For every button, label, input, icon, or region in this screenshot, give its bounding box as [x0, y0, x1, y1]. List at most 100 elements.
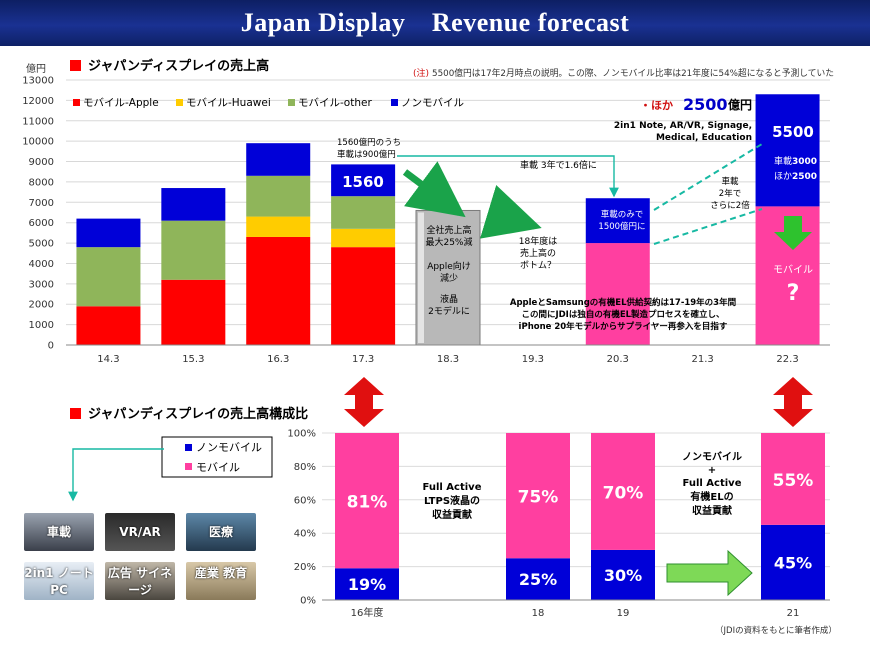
- oled-3: iPhone 20年モデルからサプライヤー再参入を目指す: [519, 321, 728, 332]
- top-bar-segment: [246, 216, 311, 237]
- note-text: 5500億円は17年2月時点の説明。この際、ノンモバイル比率は21年度に54%超…: [432, 67, 834, 79]
- legend-other: モバイル-other: [298, 97, 372, 109]
- top-bar-segment: [76, 306, 141, 345]
- top-x-tick-label: 20.3: [607, 354, 629, 365]
- tile-automotive: 車載: [24, 513, 94, 551]
- bottom-label-nonmobile: 30%: [604, 566, 642, 585]
- red-double-arrow-right: [773, 377, 813, 427]
- top-x-tick-label: 17.3: [352, 354, 374, 365]
- mobile-label: モバイル: [773, 264, 813, 276]
- top-y-tick-label: 11000: [22, 116, 54, 127]
- bottom-bar-nonmobile: [591, 549, 655, 600]
- right-text-5: 収益貢献: [692, 504, 732, 517]
- top-bar-segment: [585, 198, 650, 244]
- oled-note: AppleとSamsungの有機EL供給契約は17-19年の3年間 この間にJD…: [510, 297, 736, 332]
- top-y-ticks: 0 1000 2000 3000 4000 5000 6000 7000 8000 9000 100…: [22, 76, 54, 352]
- bottom-y-tick-label: 0%: [300, 596, 316, 607]
- tile-2in1-label: 2in1 ノートPC: [24, 566, 94, 597]
- auto-2x-1: 車載: [721, 176, 739, 187]
- auto-16-label: 車載 3年で1.6倍に: [520, 159, 597, 171]
- gray-bar-text: 全社売上高 最大25%減 Apple向け 減少 液晶 2モデルに: [425, 224, 472, 317]
- bottom-bar-nonmobile: [335, 568, 399, 600]
- auto-2x-2: 2年で: [719, 188, 741, 199]
- bottom-x-tick-label: 18: [532, 608, 545, 619]
- bottom-legend-mobile-swatch: [185, 463, 192, 470]
- gray-text-3: Apple向け: [427, 260, 471, 272]
- source-note: （JDIの資料をもとに筆者作成）: [715, 625, 837, 636]
- top-y-tick-label: 8000: [29, 177, 54, 188]
- legend-other-swatch: [288, 99, 295, 106]
- right-text-4: 有機ELの: [690, 490, 733, 503]
- mid-text-1: Full Active: [423, 482, 482, 493]
- hoka-list-1: 2in1 Note, AR/VR, Signage,: [614, 121, 752, 131]
- bottom-bars: 81% 19% 75% 25% 70% 30% 55% 45%: [335, 433, 825, 600]
- bottom-bar-nonmobile: [761, 524, 825, 600]
- teal-dash-2: [653, 208, 763, 245]
- auto-only-1: 車載のみで: [601, 209, 644, 220]
- title-banner: Japan Display Revenue forecast: [0, 0, 870, 46]
- gray-text-5: 液晶: [440, 293, 458, 305]
- top-bar-segment: [331, 228, 396, 248]
- category-tiles: 車載 VR/AR 医療 2in1 ノートPC 広告 サイネージ 産業 教育: [24, 513, 256, 603]
- question-mark: ?: [787, 281, 800, 306]
- bottom-label-mobile: 55%: [773, 471, 814, 491]
- tile-vrar-label: VR/AR: [119, 525, 161, 539]
- top-y-tick-label: 4000: [29, 259, 54, 270]
- legend-huawei-swatch: [176, 99, 183, 106]
- bottom-right-text: ノンモバイル + Full Active 有機ELの 収益貢献: [682, 451, 742, 517]
- auto-2x-3: さらに2倍: [710, 200, 750, 211]
- auto-only-2: 1500億円に: [598, 221, 645, 232]
- top-x-tick-label: 16.3: [267, 354, 289, 365]
- note-1560-line2: 車載は900億円: [337, 149, 396, 160]
- top-y-tick-label: 7000: [29, 198, 54, 209]
- bottom-label-nonmobile: 25%: [519, 570, 557, 589]
- tile-medical: 医療: [186, 513, 256, 551]
- tile-automotive-label: 車載: [46, 525, 71, 539]
- teal-arrow-1: [397, 155, 619, 198]
- right-text-1: ノンモバイル: [682, 451, 742, 463]
- bottom-bar-mobile: [591, 433, 655, 550]
- bottom-y-tick-label: 40%: [294, 529, 316, 540]
- top-bar-segment: [246, 236, 311, 345]
- legend-apple-swatch: [73, 99, 80, 106]
- top-x-tick-label: 14.3: [97, 354, 119, 365]
- bottom-y-tick-label: 80%: [294, 462, 316, 473]
- top-y-tick-label: 1000: [29, 320, 54, 331]
- bottom-x-tick-label: 16年度: [351, 606, 384, 619]
- note-mark: (注): [413, 67, 429, 79]
- top-y-tick-label: 2000: [29, 300, 54, 311]
- gray-text-4: 減少: [440, 272, 458, 284]
- gray-text-2: 最大25%減: [425, 236, 472, 248]
- mid-text-2: LTPS液晶の: [424, 494, 480, 507]
- oled-1: AppleとSamsungの有機EL供給契約は17-19年の3年間: [510, 297, 736, 308]
- bottom-legend-mobile: モバイル: [196, 461, 240, 474]
- tile-signage-label: 広告 サイネージ: [107, 566, 173, 597]
- bottom-label-nonmobile: 19%: [348, 575, 386, 594]
- page-title: Japan Display Revenue forecast: [240, 8, 630, 37]
- value-1560: 1560: [342, 173, 384, 191]
- top-bar-segment: [246, 175, 311, 217]
- gray-text-1: 全社売上高: [426, 224, 471, 236]
- bottom-bar-mobile: [506, 433, 570, 559]
- bottom-legend-nonmobile: ノンモバイル: [196, 441, 262, 454]
- top-y-tick-label: 5000: [29, 239, 54, 250]
- bottom-label-mobile: 70%: [603, 483, 644, 503]
- legend-apple: モバイル-Apple: [83, 97, 159, 109]
- teal-arrow-tiles: [68, 448, 164, 502]
- green-down-arrow: [774, 216, 812, 250]
- top-y-tick-label: 6000: [29, 218, 54, 229]
- top-x-tick-label: 18.3: [437, 354, 459, 365]
- bottom-legend-box: [161, 436, 273, 478]
- bottom-bar-nonmobile: [506, 558, 570, 600]
- y-axis-unit: 億円: [26, 62, 46, 75]
- hoka-list-2: Medical, Education: [656, 133, 752, 143]
- top-bar-segment: [161, 279, 226, 345]
- legend-nonmobile-swatch: [391, 99, 398, 106]
- bottom-label-nonmobile: 45%: [774, 553, 812, 572]
- bottom-bar-mobile: [335, 433, 399, 569]
- top-title-marker: [70, 60, 81, 71]
- bottom-text-1: 18年度は: [519, 235, 557, 247]
- top-y-tick-label: 10000: [22, 137, 54, 148]
- hoka-value: 2500: [683, 95, 728, 114]
